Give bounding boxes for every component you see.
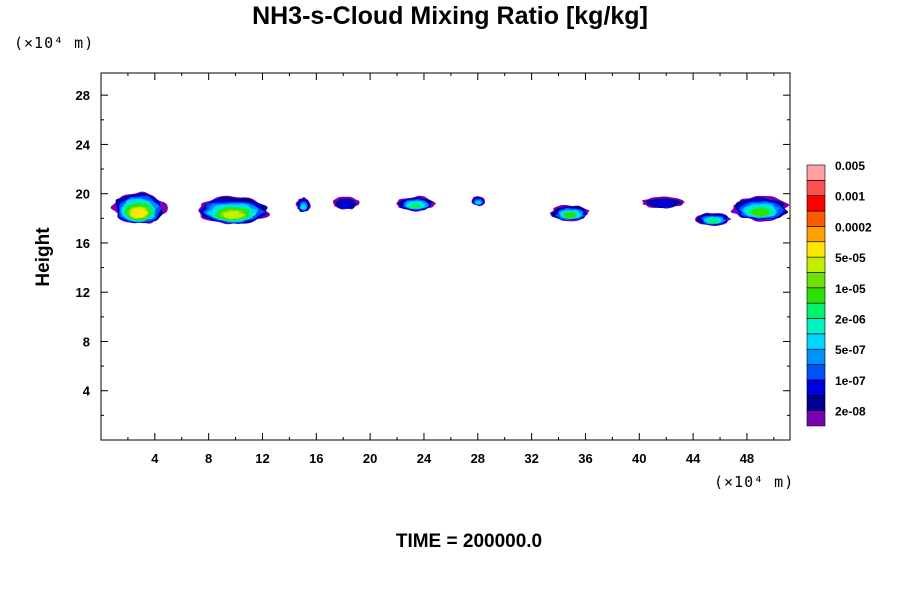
x-tick-label: 48 — [740, 451, 754, 466]
colorbar-swatch — [806, 379, 826, 396]
y-axis-label: Height — [33, 227, 54, 287]
x-tick-label: 24 — [417, 451, 432, 466]
plot-frame — [100, 72, 791, 441]
cloud-contour — [751, 208, 770, 217]
y-tick-label: 4 — [83, 384, 91, 399]
x-tick-label: 20 — [363, 451, 377, 466]
time-label: TIME = 200000.0 — [395, 531, 543, 552]
colorbar-swatch — [806, 410, 826, 427]
cloud-contour — [300, 204, 307, 210]
cloud-contour — [475, 200, 482, 205]
x-tick-label: 36 — [578, 451, 592, 466]
x-tick-label: 16 — [309, 451, 323, 466]
colorbar-label: 0.0002 — [835, 220, 872, 234]
x-axis: 4 8 12 16 20 24 28 32 36 40 44 48 — [127, 73, 775, 466]
colorbar-swatch — [806, 256, 826, 273]
cloud-contours — [110, 191, 790, 226]
y-tick-label: 12 — [76, 285, 90, 300]
x-tick-label: 28 — [471, 451, 485, 466]
colorbar-label: 5e-07 — [835, 343, 866, 357]
colorbar-swatch — [806, 287, 826, 304]
x-tick-label: 32 — [524, 451, 538, 466]
colorbar-swatch — [806, 164, 826, 181]
colorbar-swatch — [806, 180, 826, 197]
chart-title: NH3-s-Cloud Mixing Ratio [kg/kg] — [252, 2, 648, 30]
colorbar-label: 0.001 — [835, 190, 865, 204]
cloud-contour — [650, 200, 675, 208]
x-tick-label: 44 — [686, 451, 701, 466]
x-tick-label: 40 — [632, 451, 646, 466]
x-axis-unit: (×10⁴ m) — [714, 473, 795, 491]
cloud-contour — [131, 208, 148, 218]
colorbar-swatch — [806, 226, 826, 243]
x-tick-label: 12 — [255, 451, 269, 466]
colorbar-swatch — [806, 241, 826, 258]
cloud-contour — [338, 200, 354, 209]
cloud-contour — [563, 212, 577, 218]
cloud-contour — [707, 218, 720, 224]
y-axis: 4 8 12 16 20 24 28 — [76, 88, 790, 416]
y-axis-unit: (×10⁴ m) — [14, 34, 95, 52]
colorbar-swatch — [806, 364, 826, 381]
colorbar: 2e-08 1e-07 5e-07 2e-06 1e-05 5e-05 0.0002 0.00… — [806, 159, 872, 427]
colorbar-swatch — [806, 302, 826, 319]
x-tick-label: 4 — [151, 451, 159, 466]
cloud-contour — [222, 210, 245, 220]
colorbar-swatch — [806, 333, 826, 350]
colorbar-swatch — [806, 272, 826, 289]
x-tick-label: 8 — [205, 451, 212, 466]
colorbar-label: 2e-08 — [835, 405, 866, 419]
colorbar-label: 0.005 — [835, 159, 865, 173]
colorbar-label: 5e-05 — [835, 251, 866, 265]
colorbar-swatch — [806, 195, 826, 212]
colorbar-swatch — [806, 394, 826, 411]
colorbar-label: 1e-07 — [835, 374, 866, 388]
colorbar-swatch — [806, 318, 826, 335]
colorbar-label: 1e-05 — [835, 282, 866, 296]
colorbar-swatch — [806, 348, 826, 365]
cloud-contour — [409, 203, 423, 209]
y-tick-label: 20 — [76, 187, 90, 202]
y-tick-label: 28 — [76, 88, 90, 103]
y-tick-label: 8 — [83, 334, 90, 349]
colorbar-swatch — [806, 210, 826, 227]
colorbar-label: 2e-06 — [835, 313, 866, 327]
y-tick-label: 16 — [76, 236, 90, 251]
y-tick-label: 24 — [76, 137, 91, 152]
